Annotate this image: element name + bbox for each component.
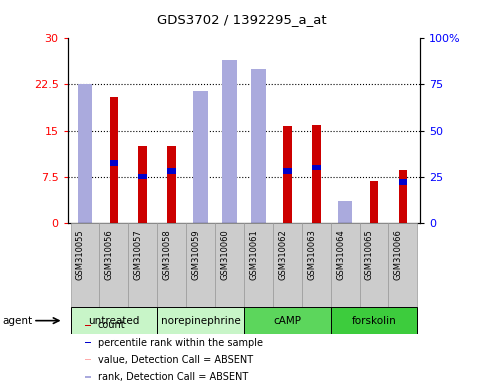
Text: rank, Detection Call = ABSENT: rank, Detection Call = ABSENT (98, 372, 248, 382)
Bar (388, 223, 417, 307)
Text: forskolin: forskolin (352, 316, 397, 326)
Bar (99, 223, 128, 307)
Bar (222, 140, 237, 223)
Text: norepinephrine: norepinephrine (161, 316, 241, 326)
Bar (85, 359, 91, 361)
Bar (128, 223, 157, 307)
Bar (222, 60, 237, 223)
Bar (193, 91, 208, 223)
Text: GSM310058: GSM310058 (163, 230, 171, 280)
Bar (157, 307, 244, 334)
Text: GSM310055: GSM310055 (76, 230, 85, 280)
Bar (338, 201, 352, 223)
Text: count: count (98, 320, 126, 330)
Text: GSM310057: GSM310057 (134, 230, 143, 280)
Bar (139, 174, 147, 179)
Bar (312, 125, 321, 223)
Text: GSM310064: GSM310064 (336, 230, 345, 280)
Text: GSM310059: GSM310059 (192, 230, 200, 280)
Bar (244, 307, 331, 334)
Bar (85, 342, 91, 343)
Bar (157, 223, 186, 307)
Text: GSM310063: GSM310063 (307, 230, 316, 280)
Text: agent: agent (2, 316, 32, 326)
Bar (186, 223, 215, 307)
Bar (398, 179, 407, 185)
Bar (251, 69, 266, 223)
Text: GSM310056: GSM310056 (105, 230, 114, 280)
Bar (110, 160, 118, 166)
Text: percentile rank within the sample: percentile rank within the sample (98, 338, 263, 348)
Bar (359, 223, 388, 307)
Text: GSM310065: GSM310065 (365, 230, 374, 280)
Bar (302, 223, 331, 307)
Bar (139, 146, 147, 223)
Bar (369, 181, 378, 223)
Bar (215, 223, 244, 307)
Text: GSM310060: GSM310060 (220, 230, 229, 280)
Text: untreated: untreated (88, 316, 140, 326)
Bar (244, 223, 273, 307)
Bar (167, 168, 176, 174)
Bar (71, 223, 99, 307)
Bar (193, 158, 208, 223)
Bar (85, 376, 91, 378)
Bar (110, 97, 118, 223)
Bar (331, 223, 359, 307)
Bar (167, 146, 176, 223)
Text: cAMP: cAMP (273, 316, 301, 326)
Bar (312, 165, 321, 170)
Bar (283, 126, 292, 223)
Text: GDS3702 / 1392295_a_at: GDS3702 / 1392295_a_at (156, 13, 327, 26)
Text: GSM310061: GSM310061 (249, 230, 258, 280)
Bar (78, 84, 92, 223)
Bar (251, 158, 266, 223)
Bar (78, 152, 92, 223)
Bar (273, 223, 302, 307)
Text: GSM310066: GSM310066 (394, 230, 403, 280)
Text: GSM310062: GSM310062 (278, 230, 287, 280)
Bar (398, 170, 407, 223)
Bar (331, 307, 417, 334)
Text: value, Detection Call = ABSENT: value, Detection Call = ABSENT (98, 355, 253, 365)
Bar (71, 307, 157, 334)
Bar (85, 324, 91, 326)
Bar (283, 168, 292, 174)
